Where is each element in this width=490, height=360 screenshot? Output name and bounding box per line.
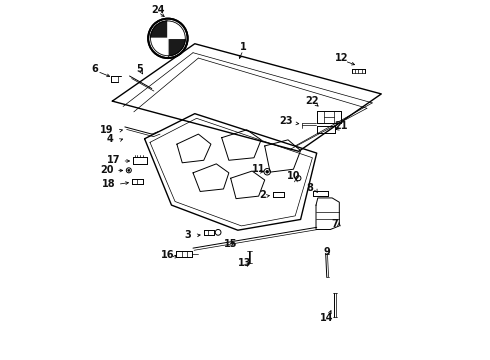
Text: 20: 20 bbox=[100, 165, 113, 175]
Text: 13: 13 bbox=[238, 258, 251, 268]
Wedge shape bbox=[150, 39, 168, 56]
Circle shape bbox=[266, 170, 269, 173]
Text: 6: 6 bbox=[92, 64, 98, 74]
Text: 11: 11 bbox=[252, 164, 266, 174]
Text: 8: 8 bbox=[307, 183, 314, 193]
Text: 5: 5 bbox=[136, 64, 143, 74]
Text: 19: 19 bbox=[100, 125, 113, 135]
Circle shape bbox=[128, 169, 130, 171]
Text: 21: 21 bbox=[335, 121, 348, 131]
Text: 12: 12 bbox=[335, 53, 348, 63]
Text: 7: 7 bbox=[331, 219, 338, 229]
Text: 10: 10 bbox=[287, 171, 301, 181]
Text: 22: 22 bbox=[305, 96, 319, 106]
Text: 4: 4 bbox=[106, 134, 113, 144]
Text: 2: 2 bbox=[259, 190, 266, 200]
Wedge shape bbox=[150, 21, 168, 39]
Text: 3: 3 bbox=[184, 230, 191, 239]
Text: 9: 9 bbox=[324, 247, 331, 257]
Text: 24: 24 bbox=[151, 5, 165, 15]
Text: 15: 15 bbox=[223, 239, 237, 249]
Text: 16: 16 bbox=[161, 250, 174, 260]
Wedge shape bbox=[168, 21, 185, 39]
Text: 1: 1 bbox=[240, 42, 246, 52]
Text: 18: 18 bbox=[101, 179, 115, 189]
Text: 23: 23 bbox=[279, 116, 293, 126]
Wedge shape bbox=[168, 39, 185, 56]
Text: 14: 14 bbox=[320, 313, 334, 323]
Text: 17: 17 bbox=[107, 155, 121, 165]
